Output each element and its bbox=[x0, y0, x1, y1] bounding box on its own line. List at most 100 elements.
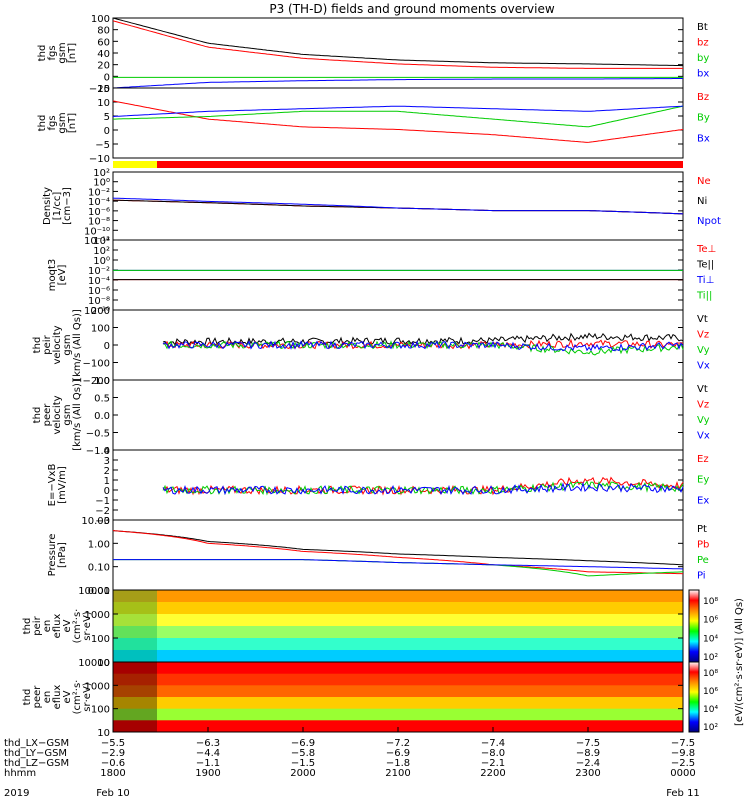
x-tick-label: −1.1 bbox=[196, 758, 220, 769]
mode-bar-yellow bbox=[113, 161, 157, 168]
y-tick-label: 10⁻² bbox=[88, 266, 110, 277]
y-tick-label: 10⁰ bbox=[93, 256, 110, 267]
y-tick-label: 10 bbox=[97, 658, 110, 669]
series-label: Vx bbox=[697, 361, 710, 372]
y-tick-label: 10² bbox=[93, 168, 110, 179]
heatmap-band bbox=[113, 697, 683, 710]
y-tick-label: 20 bbox=[97, 61, 110, 72]
y-axis-label: thd bbox=[32, 407, 43, 424]
y-axis-label: thd bbox=[22, 618, 33, 635]
y-tick-label: 10000 bbox=[78, 658, 110, 669]
colorbar-tick-label: 10⁸ bbox=[703, 597, 718, 607]
time-axis: thd_LX−GSM −5.5 −6.3 −6.9 −7.2 −7.4 −7.5 −7.5th… bbox=[4, 727, 700, 799]
y-axis-label: thd bbox=[32, 337, 43, 354]
heatmap-band bbox=[113, 673, 683, 686]
series-label: Vz bbox=[697, 330, 709, 341]
heatmap-band bbox=[113, 590, 683, 603]
series-line bbox=[162, 481, 684, 496]
y-axis-label: [km/s (All Qs)] bbox=[72, 379, 83, 451]
y-axis-label: sr·eV) bbox=[82, 611, 93, 640]
y-axis-label: gsm bbox=[62, 404, 73, 425]
heatmap-band bbox=[113, 720, 683, 733]
y-tick-label: 10⁻⁶ bbox=[88, 207, 110, 218]
y-tick-label: 0.10 bbox=[88, 563, 110, 574]
y-tick-label: 80 bbox=[97, 26, 110, 37]
x-tick-label: 0000 bbox=[670, 768, 695, 779]
y-tick-label: 10⁻¹⁰ bbox=[84, 306, 110, 317]
colorbar-tick-label: 10² bbox=[703, 723, 718, 733]
series-label: By bbox=[697, 113, 710, 124]
series-line bbox=[112, 530, 684, 575]
y-tick-label: 1 bbox=[104, 476, 110, 487]
x-tick-label: −6.9 bbox=[291, 738, 315, 749]
y-axis-label: eV bbox=[62, 619, 73, 632]
y-axis-label: [nPa] bbox=[57, 542, 68, 568]
heatmap-band bbox=[113, 614, 683, 627]
y-axis-label: eflux bbox=[52, 614, 63, 639]
y-tick-label: −20 bbox=[89, 84, 110, 95]
x-tick-label: −6.3 bbox=[196, 738, 220, 749]
series-line bbox=[112, 530, 684, 566]
panel-pressure: 10.00 1.00 0.10 0.01 Pressure [nPa] Pt Pb Pe Pi bbox=[47, 516, 709, 597]
y-tick-label: 1000 bbox=[85, 610, 110, 621]
series-line bbox=[162, 340, 684, 352]
y-axis-label: [mV/m] bbox=[57, 466, 68, 504]
series-label: bz bbox=[697, 38, 709, 49]
panel-frame bbox=[112, 87, 684, 159]
x-row-label: thd_LX−GSM bbox=[4, 738, 69, 749]
year-label: 2019 bbox=[4, 788, 29, 799]
y-tick-label: 10⁻⁴ bbox=[88, 197, 110, 208]
series-label: Pi bbox=[697, 571, 706, 582]
colorbar-tick-label: 10² bbox=[703, 653, 718, 663]
series-label: Vy bbox=[697, 415, 710, 426]
x-tick-label: −8.0 bbox=[481, 748, 505, 759]
y-axis-label: [nT] bbox=[67, 43, 78, 63]
series-line bbox=[112, 100, 684, 143]
y-tick-label: 5 bbox=[104, 112, 110, 123]
y-tick-label: 10² bbox=[93, 246, 110, 257]
y-axis-label: E=−VxB bbox=[47, 464, 58, 507]
y-axis-label: eV bbox=[62, 690, 73, 703]
mode-bar-red bbox=[157, 161, 683, 168]
panel-frame bbox=[112, 449, 684, 521]
y-axis-label: Pressure bbox=[47, 534, 58, 577]
y-axis-label: eflux bbox=[52, 685, 63, 710]
panel-peir-eflux: 10000 1000 100 10 thd peir en eflux eV (cm²·s· sr·… bbox=[22, 586, 684, 669]
colorbar-tick-label: 10⁶ bbox=[703, 687, 718, 697]
y-axis-label: [cm−3] bbox=[62, 187, 73, 225]
y-tick-label: 10⁻¹⁰ bbox=[84, 226, 110, 237]
series-label: Ey bbox=[697, 475, 709, 486]
x-tick-label: 2200 bbox=[480, 768, 505, 779]
heatmap-gap bbox=[113, 590, 157, 662]
y-tick-label: 10000 bbox=[78, 586, 110, 597]
x-tick-label: −7.4 bbox=[481, 738, 505, 749]
plot-title: P3 (TH-D) fields and ground moments over… bbox=[269, 2, 554, 16]
series-line bbox=[162, 480, 684, 496]
heatmap-band bbox=[113, 602, 683, 615]
y-tick-label: 10 bbox=[97, 98, 110, 109]
panel-frame bbox=[112, 519, 684, 591]
y-tick-label: 10⁻¹² bbox=[84, 236, 110, 247]
x-tick-label: −1.5 bbox=[291, 758, 315, 769]
y-tick-label: 40 bbox=[97, 49, 110, 60]
series-label: Vz bbox=[697, 400, 709, 411]
heatmap-band bbox=[113, 662, 683, 675]
series-label: Bt bbox=[697, 22, 708, 33]
series-line bbox=[112, 197, 684, 215]
y-tick-label: 10⁻⁶ bbox=[88, 286, 110, 297]
colorbar bbox=[688, 661, 700, 733]
series-label: Npot bbox=[697, 216, 721, 227]
y-axis-label: peer bbox=[42, 403, 53, 427]
series-label: Vt bbox=[697, 384, 708, 395]
series-line bbox=[112, 105, 684, 117]
y-tick-label: 15 bbox=[97, 84, 110, 95]
series-label: Vy bbox=[697, 345, 710, 356]
y-tick-label: −1.0 bbox=[86, 446, 110, 457]
y-tick-label: 0 bbox=[104, 126, 110, 137]
y-tick-label: −1 bbox=[95, 496, 110, 507]
x-tick-label: −6.9 bbox=[386, 748, 410, 759]
y-tick-label: 1.0 bbox=[94, 376, 110, 387]
